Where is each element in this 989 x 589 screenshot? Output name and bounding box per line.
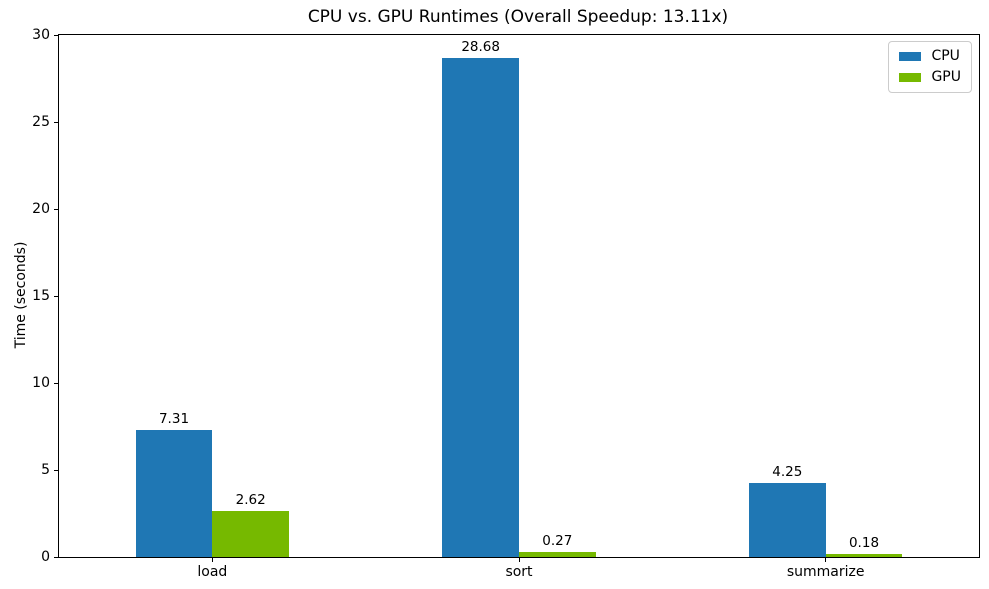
value-label-gpu-summarize: 0.18 bbox=[848, 534, 880, 551]
y-tick-mark-5 bbox=[54, 469, 58, 471]
legend: CPU GPU bbox=[888, 41, 972, 93]
y-tick-label-25: 25 bbox=[32, 114, 50, 130]
plot-area: CPU GPU 0 5 10 15 20 25 30 load 7.31 2.62 sort 28.6… bbox=[32, 27, 980, 580]
y-tick-label-0: 0 bbox=[41, 549, 50, 565]
value-label-gpu-sort: 0.27 bbox=[542, 533, 573, 550]
y-tick-mark-0 bbox=[54, 556, 58, 558]
x-tick-mark-summarize bbox=[825, 558, 827, 562]
y-tick-mark-10 bbox=[54, 382, 58, 384]
legend-label-gpu: GPU bbox=[931, 69, 961, 85]
y-tick-label-10: 10 bbox=[32, 375, 50, 391]
legend-item-gpu: GPU bbox=[899, 70, 961, 85]
bar-cpu-sort bbox=[442, 57, 519, 557]
x-tick-mark-sort bbox=[518, 558, 520, 562]
value-label-cpu-sort: 28.68 bbox=[461, 38, 500, 55]
x-tick-label-sort: sort bbox=[505, 564, 533, 580]
bar-gpu-load bbox=[212, 511, 289, 557]
bar-gpu-sort bbox=[519, 552, 596, 557]
chart-title: CPU vs. GPU Runtimes (Overall Speedup: 1… bbox=[307, 7, 729, 27]
value-label-gpu-load: 2.62 bbox=[235, 492, 266, 509]
y-tick-mark-20 bbox=[54, 208, 58, 210]
bar-cpu-summarize bbox=[749, 483, 826, 557]
y-tick-mark-25 bbox=[54, 121, 58, 123]
x-tick-label-load: load bbox=[197, 564, 228, 580]
legend-label-cpu: CPU bbox=[931, 48, 960, 64]
x-tick-mark-load bbox=[211, 558, 213, 562]
y-tick-mark-30 bbox=[54, 34, 58, 36]
y-tick-label-20: 20 bbox=[32, 201, 50, 217]
legend-swatch-gpu bbox=[899, 73, 922, 82]
legend-item-cpu: CPU bbox=[899, 49, 961, 64]
y-tick-label-15: 15 bbox=[32, 288, 50, 304]
x-tick-label-summarize: summarize bbox=[786, 564, 865, 580]
bar-cpu-load bbox=[135, 429, 213, 557]
value-label-cpu-summarize: 4.25 bbox=[772, 464, 803, 481]
y-tick-mark-15 bbox=[54, 295, 58, 297]
y-tick-label-5: 5 bbox=[41, 462, 50, 478]
value-label-cpu-load: 7.31 bbox=[158, 410, 190, 427]
y-axis-label: Time (seconds) bbox=[13, 241, 29, 349]
y-tick-label-30: 30 bbox=[32, 27, 50, 43]
bar-gpu-summarize bbox=[825, 553, 903, 557]
legend-swatch-cpu bbox=[899, 52, 922, 61]
